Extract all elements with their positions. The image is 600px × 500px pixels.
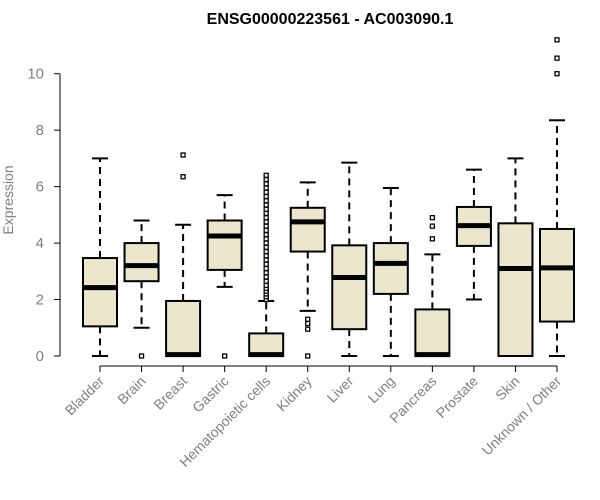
box-iqr xyxy=(331,244,368,331)
x-tick-label: Liver xyxy=(324,373,357,406)
outlier-point xyxy=(221,353,228,359)
outlier-point xyxy=(180,174,186,180)
y-axis: 0 2 4 6 8 10 xyxy=(27,66,61,365)
outlier-point xyxy=(305,326,311,332)
y-axis-label: Expression xyxy=(0,165,16,234)
x-tick-label: Bladder xyxy=(62,373,108,419)
box-iqr xyxy=(206,219,243,271)
outlier-point xyxy=(263,198,269,204)
y-tick-label: 10 xyxy=(27,66,44,83)
outlier-point xyxy=(305,320,311,327)
box-iqr xyxy=(165,299,202,357)
box-iqr xyxy=(414,308,451,357)
box-bladder xyxy=(82,157,118,357)
y-tick-label: 2 xyxy=(36,292,44,309)
outlier-point xyxy=(263,206,269,212)
outlier-point xyxy=(554,37,560,43)
outlier-point xyxy=(263,219,269,225)
outlier-point xyxy=(138,353,145,359)
outlier-point xyxy=(263,202,269,208)
x-tick-label: Prostate xyxy=(433,373,481,421)
box-skin xyxy=(497,157,534,357)
outlier-point xyxy=(305,316,311,322)
outlier-point xyxy=(263,282,269,289)
box-prostate xyxy=(455,168,492,301)
box-brain xyxy=(123,219,160,359)
box-kidney xyxy=(289,181,326,359)
outlier-point xyxy=(263,193,269,200)
box-liver xyxy=(331,161,368,357)
box-breast xyxy=(165,152,202,358)
boxes-group xyxy=(82,37,575,359)
outlier-point xyxy=(263,270,269,276)
x-tick-label: Skin xyxy=(492,373,523,404)
box-unknown-other xyxy=(539,37,575,357)
box-iqr xyxy=(497,222,534,357)
outlier-point xyxy=(263,176,269,183)
box-iqr xyxy=(539,227,575,323)
outlier-point xyxy=(263,181,269,187)
outlier-point xyxy=(263,215,269,221)
outlier-point xyxy=(263,278,269,284)
y-tick-label: 4 xyxy=(36,235,44,252)
outlier-point xyxy=(263,240,269,246)
outlier-point xyxy=(263,231,269,238)
outlier-point xyxy=(263,185,269,191)
outlier-point xyxy=(263,265,269,272)
box-iqr xyxy=(372,242,409,295)
outlier-point xyxy=(305,353,311,359)
outlier-point xyxy=(263,244,269,250)
outlier-point xyxy=(263,248,269,255)
box-gastric xyxy=(206,194,243,359)
outlier-point xyxy=(263,261,269,267)
outlier-point xyxy=(429,236,436,242)
y-tick-label: 0 xyxy=(36,348,44,365)
x-tick-label: Lung xyxy=(365,373,398,406)
box-iqr xyxy=(289,206,326,253)
outlier-point xyxy=(429,215,436,221)
outlier-point xyxy=(263,253,269,259)
outlier-point xyxy=(263,227,269,234)
y-tick-label: 6 xyxy=(36,179,44,196)
outlier-point xyxy=(263,236,269,242)
x-tick-label: Kidney xyxy=(273,373,315,415)
box-iqr xyxy=(123,242,160,283)
outlier-point xyxy=(263,223,269,229)
box-pancreas xyxy=(414,215,451,358)
outlier-point xyxy=(263,189,269,195)
outlier-point xyxy=(263,257,269,263)
box-lung xyxy=(372,187,409,357)
outlier-point xyxy=(263,210,269,217)
x-tick-label: Brain xyxy=(114,373,148,407)
outlier-point xyxy=(263,274,269,280)
outlier-point xyxy=(429,223,436,229)
y-tick-label: 8 xyxy=(36,122,44,139)
outlier-point xyxy=(554,71,560,77)
outlier-point xyxy=(180,152,186,158)
x-tick-label: Breast xyxy=(150,373,190,413)
box-hematopoietic-cells xyxy=(248,172,285,358)
outlier-point xyxy=(554,55,560,61)
x-tick-label: Unknown / Other xyxy=(479,373,565,459)
chart-title: ENSG00000223561 - AC003090.1 xyxy=(207,11,454,28)
box-iqr xyxy=(82,257,118,328)
outlier-point xyxy=(263,172,269,178)
